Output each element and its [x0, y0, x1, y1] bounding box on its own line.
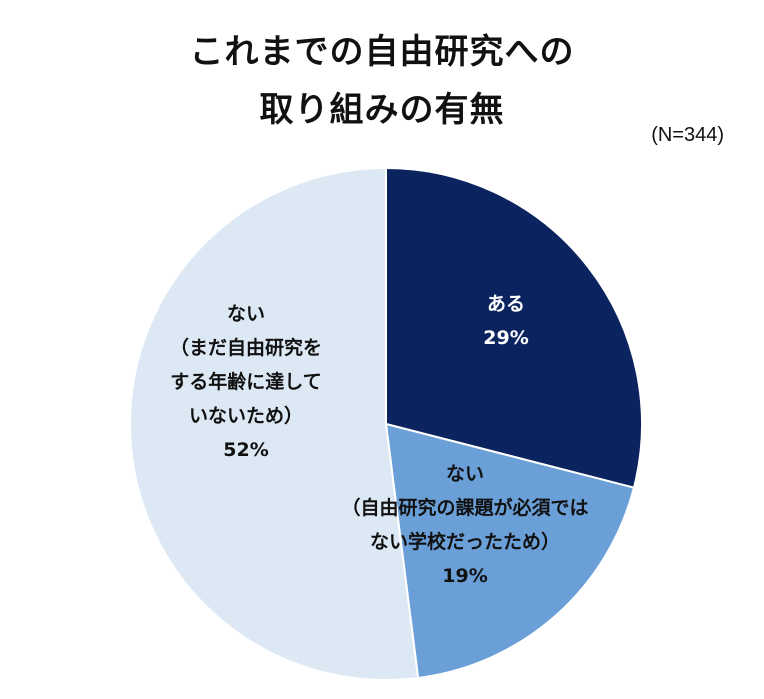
pie-slice-3 — [129, 166, 420, 681]
chart-title-line-2: 取り組みの有無 — [259, 90, 505, 130]
pie-slice-1 — [385, 166, 643, 489]
pie-slice-2 — [384, 422, 636, 680]
slice-label-1: ある 29% — [483, 293, 528, 349]
sample-size-note: (N=344) — [651, 124, 724, 146]
slice-label-2: ない（自由研究の課題が必須ではない学校だったため） 19% — [341, 463, 588, 587]
chart-title-line-1: これまでの自由研究への — [189, 32, 575, 72]
slice-label-3: ない（まだ自由研究をする年齢に達していないため） 52% — [170, 303, 322, 461]
